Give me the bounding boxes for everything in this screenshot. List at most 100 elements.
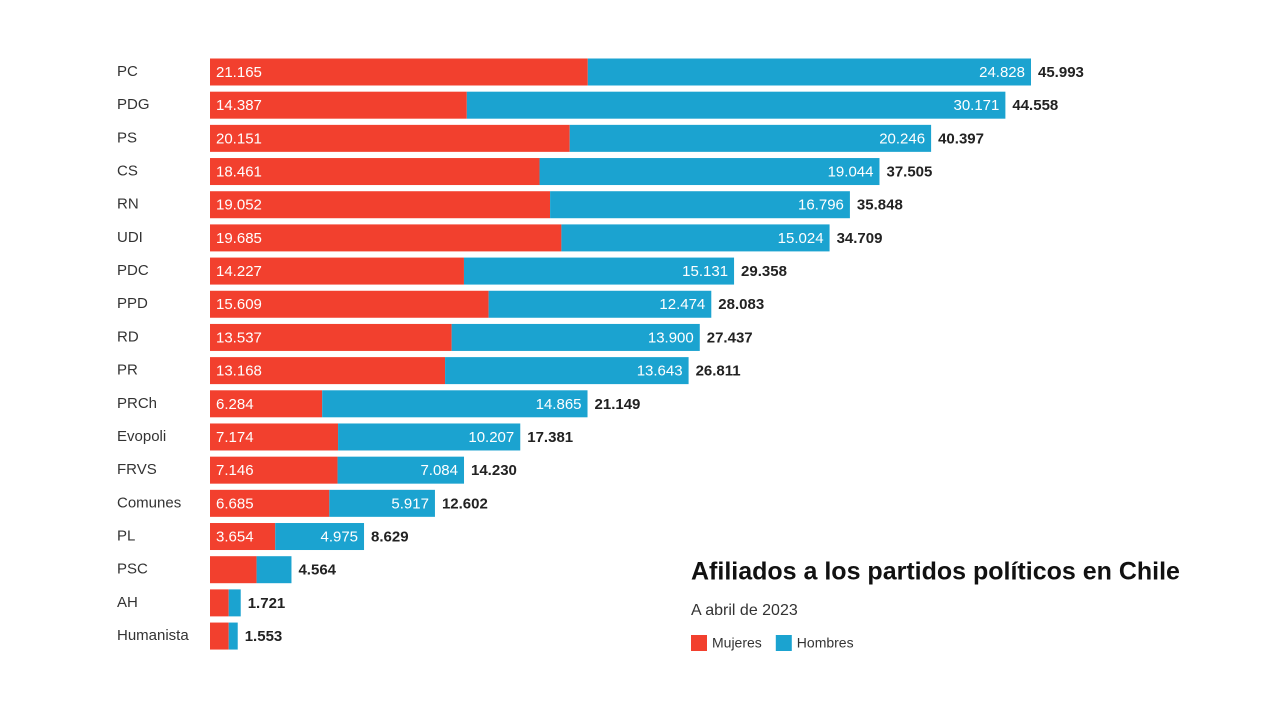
legend-label: Hombres — [797, 635, 854, 651]
value-label: 6.685 — [216, 495, 254, 512]
total-label: 1.721 — [248, 595, 286, 612]
category-label: PC — [117, 63, 138, 80]
chart-subtitle: A abril de 2023 — [691, 602, 798, 619]
total-label: 28.083 — [718, 296, 764, 313]
bar-segment — [210, 456, 338, 484]
value-label: 20.246 — [879, 130, 925, 147]
bar-segment — [210, 357, 446, 385]
total-label: 45.993 — [1038, 64, 1084, 81]
value-label: 15.131 — [682, 263, 728, 280]
category-label: RN — [117, 196, 139, 213]
value-label: 4.975 — [320, 528, 358, 545]
bar-segment — [466, 91, 1006, 119]
value-label: 16.796 — [798, 197, 844, 214]
category-label: Humanista — [117, 627, 189, 644]
bar-segment — [210, 58, 588, 86]
category-label: PPD — [117, 295, 148, 312]
value-label: 19.044 — [828, 164, 874, 181]
value-label: 5.917 — [391, 495, 429, 512]
total-label: 21.149 — [595, 396, 641, 413]
category-label: PRCh — [117, 395, 157, 412]
legend-swatch — [691, 635, 707, 651]
bar-segment — [338, 423, 521, 451]
value-label: 12.474 — [659, 296, 705, 313]
value-label: 20.151 — [216, 130, 262, 147]
bar-segment — [561, 224, 830, 252]
value-label: 6.284 — [216, 396, 254, 413]
total-label: 14.230 — [471, 462, 517, 479]
category-label: PDC — [117, 262, 149, 279]
total-label: 8.629 — [371, 528, 409, 545]
bar-segment — [463, 257, 735, 285]
value-label: 30.171 — [953, 97, 999, 114]
total-label: 27.437 — [707, 329, 753, 346]
bar-segment — [488, 290, 712, 318]
value-label: 7.174 — [216, 429, 254, 446]
value-label: 7.146 — [216, 462, 254, 479]
bar-segment — [210, 622, 229, 650]
bar-segment — [210, 224, 562, 252]
category-label: PL — [117, 527, 135, 544]
category-label: PR — [117, 362, 138, 379]
bar-segment — [275, 523, 365, 551]
value-label: 19.052 — [216, 197, 262, 214]
bar-segment — [210, 158, 540, 186]
value-label: 18.461 — [216, 164, 262, 181]
total-label: 37.505 — [886, 164, 932, 181]
bar-segment — [210, 91, 467, 119]
value-label: 19.685 — [216, 230, 262, 247]
total-label: 26.811 — [696, 363, 741, 380]
bar-segment — [337, 456, 465, 484]
total-label: 44.558 — [1012, 97, 1058, 114]
category-label: AH — [117, 594, 138, 611]
value-label: 15.609 — [216, 296, 262, 313]
total-label: 12.602 — [442, 495, 488, 512]
value-label: 14.387 — [216, 97, 262, 114]
bar-segment — [322, 390, 588, 418]
total-label: 35.848 — [857, 197, 903, 214]
category-label: RD — [117, 328, 139, 345]
value-label: 13.900 — [648, 329, 694, 346]
category-label: CS — [117, 163, 138, 180]
bar-segment — [210, 257, 464, 285]
bar-segment — [210, 556, 257, 584]
total-label: 40.397 — [938, 130, 984, 147]
total-label: 1.553 — [245, 628, 283, 645]
chart-title: Afiliados a los partidos políticos en Ch… — [691, 558, 1180, 586]
value-label: 24.828 — [979, 64, 1025, 81]
bar-segment — [210, 390, 323, 418]
total-label: 17.381 — [527, 429, 573, 446]
bar-segment — [569, 124, 932, 152]
value-label: 3.654 — [216, 528, 254, 545]
value-label: 13.643 — [637, 363, 683, 380]
category-label: PDG — [117, 96, 150, 113]
category-label: Evopoli — [117, 428, 166, 445]
bar-segment — [228, 589, 241, 617]
bar-segment — [256, 556, 292, 584]
bar-segment — [210, 191, 551, 219]
legend-label: Mujeres — [712, 635, 762, 651]
value-label: 21.165 — [216, 64, 262, 81]
bar-segment — [329, 489, 435, 517]
value-label: 13.168 — [216, 363, 262, 380]
bar-segment — [210, 523, 276, 551]
category-label: FRVS — [117, 461, 157, 478]
bar-segment — [210, 290, 489, 318]
category-label: PS — [117, 129, 137, 146]
value-label: 15.024 — [778, 230, 824, 247]
legend-swatch — [775, 635, 792, 651]
bar-segment — [210, 124, 570, 152]
bar-segment — [550, 191, 850, 219]
category-label: UDI — [117, 229, 143, 246]
category-label: Comunes — [117, 494, 181, 511]
bar-segment — [445, 357, 689, 385]
category-label: PSC — [117, 561, 148, 578]
total-label: 4.564 — [298, 562, 336, 579]
value-label: 10.207 — [468, 429, 514, 446]
total-label: 34.709 — [837, 230, 883, 247]
bar-segment — [451, 323, 700, 351]
value-label: 14.227 — [216, 263, 262, 280]
value-label: 14.865 — [536, 396, 582, 413]
bar-segment — [539, 158, 880, 186]
